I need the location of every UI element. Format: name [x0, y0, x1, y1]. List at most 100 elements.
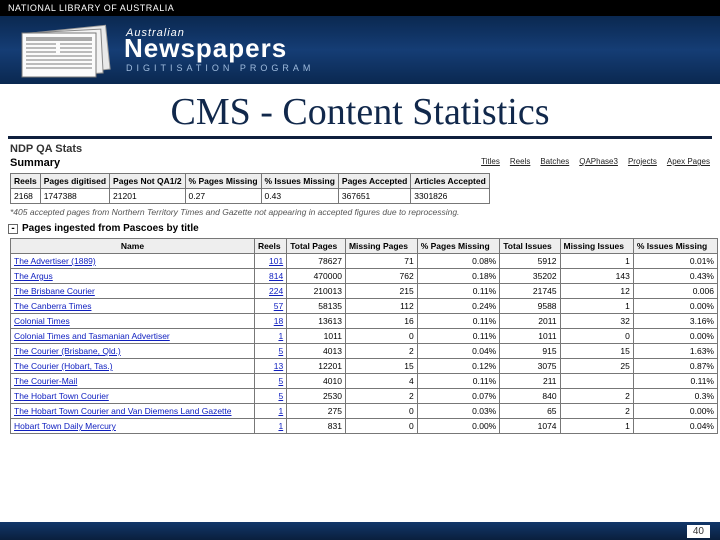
cell: 0.3% [633, 389, 717, 404]
cell: 3.16% [633, 314, 717, 329]
cell[interactable]: 5 [254, 374, 286, 389]
cell[interactable]: The Hobart Town Courier [11, 389, 255, 404]
cell[interactable]: The Brisbane Courier [11, 284, 255, 299]
table-row: The Courier (Hobart, Tas.)1312201150.12%… [11, 359, 718, 374]
banner-title: Newspapers [124, 35, 314, 61]
cell: 32 [560, 314, 633, 329]
cell[interactable]: 101 [254, 254, 286, 269]
cell: 4013 [287, 344, 346, 359]
titles-col: % Issues Missing [633, 239, 717, 254]
cell[interactable]: Colonial Times [11, 314, 255, 329]
cell: 1 [560, 299, 633, 314]
cell: 71 [345, 254, 417, 269]
cell: 3301826 [411, 189, 490, 204]
cell[interactable]: 5 [254, 344, 286, 359]
collapse-toggle-icon[interactable]: - [8, 224, 18, 234]
cell: 0.11% [633, 374, 717, 389]
slide-number: 40 [687, 525, 710, 538]
summary-heading: Summary [10, 157, 60, 169]
cell: 0 [345, 404, 417, 419]
table-row: The Hobart Town Courier and Van Diemens … [11, 404, 718, 419]
col-pages-digitised: Pages digitised [40, 174, 109, 189]
cell: 0.11% [417, 314, 500, 329]
cell: 0.00% [633, 404, 717, 419]
cell: 12201 [287, 359, 346, 374]
newspaper-stack-icon [6, 21, 116, 79]
cell: 0.006 [633, 284, 717, 299]
cell: 0.11% [417, 374, 500, 389]
cell[interactable]: The Advertiser (1889) [11, 254, 255, 269]
cell[interactable]: 814 [254, 269, 286, 284]
cell: 0.04% [417, 344, 500, 359]
cell: 762 [345, 269, 417, 284]
nav-apex-pages[interactable]: Apex Pages [667, 157, 710, 166]
table-row: The Advertiser (1889)10178627710.08%5912… [11, 254, 718, 269]
footer-bar [0, 522, 720, 540]
cell[interactable]: 5 [254, 389, 286, 404]
cell: 16 [345, 314, 417, 329]
table-row: The Canberra Times57581351120.24%958810.… [11, 299, 718, 314]
titles-col: Missing Issues [560, 239, 633, 254]
cell[interactable]: 1 [254, 419, 286, 434]
titles-col: Total Issues [500, 239, 560, 254]
table-row: Colonial Times1813613160.11%2011323.16% [11, 314, 718, 329]
nav-links: Titles Reels Batches QAPhase3 Projects A… [481, 157, 710, 166]
cell[interactable]: 1 [254, 329, 286, 344]
nav-titles[interactable]: Titles [481, 157, 500, 166]
col-articles-accepted: Articles Accepted [411, 174, 490, 189]
col-pct-issues-missing: % Issues Missing [261, 174, 338, 189]
cell: 0.87% [633, 359, 717, 374]
cell: 0 [345, 329, 417, 344]
cms-screenshot-region: NDP QA Stats Summary Titles Reels Batche… [0, 143, 720, 434]
cell: 0.01% [633, 254, 717, 269]
cell[interactable]: The Courier-Mail [11, 374, 255, 389]
banner-subtitle: DIGITISATION PROGRAM [124, 63, 314, 73]
summary-table: Reels Pages digitised Pages Not QA1/2 % … [10, 173, 490, 204]
nav-batches[interactable]: Batches [540, 157, 569, 166]
nav-projects[interactable]: Projects [628, 157, 657, 166]
slide-title: CMS - Content Statistics [8, 84, 712, 139]
cell: 1074 [500, 419, 560, 434]
col-pages-accepted: Pages Accepted [338, 174, 410, 189]
cell: 13613 [287, 314, 346, 329]
titles-col: Missing Pages [345, 239, 417, 254]
cell[interactable]: 57 [254, 299, 286, 314]
cell[interactable]: Colonial Times and Tasmanian Advertiser [11, 329, 255, 344]
cell[interactable]: The Argus [11, 269, 255, 284]
cell: 1747388 [40, 189, 109, 204]
cell: 831 [287, 419, 346, 434]
cell: 0.27 [185, 189, 261, 204]
cell: 15 [345, 359, 417, 374]
cell: 367651 [338, 189, 410, 204]
table-row: The Hobart Town Courier5253020.07%84020.… [11, 389, 718, 404]
cell[interactable]: 18 [254, 314, 286, 329]
cell: 15 [560, 344, 633, 359]
cell: 0.11% [417, 329, 500, 344]
cell: 4 [345, 374, 417, 389]
footnote: *405 accepted pages from Northern Territ… [10, 207, 710, 217]
cell[interactable]: The Courier (Hobart, Tas.) [11, 359, 255, 374]
section-title-ingested: Pages ingested from Pascoes by title [22, 223, 199, 234]
cell: 0.24% [417, 299, 500, 314]
nav-reels[interactable]: Reels [510, 157, 530, 166]
cell[interactable]: The Courier (Brisbane, Qld.) [11, 344, 255, 359]
cell: 275 [287, 404, 346, 419]
cell[interactable]: The Canberra Times [11, 299, 255, 314]
cell: 1011 [500, 329, 560, 344]
cell[interactable]: 13 [254, 359, 286, 374]
cell: 0.07% [417, 389, 500, 404]
cell: 35202 [500, 269, 560, 284]
cell: 25 [560, 359, 633, 374]
cell[interactable]: Hobart Town Daily Mercury [11, 419, 255, 434]
nav-qaphase3[interactable]: QAPhase3 [579, 157, 618, 166]
page-heading: NDP QA Stats [10, 143, 714, 155]
cell: 3075 [500, 359, 560, 374]
cell[interactable]: The Hobart Town Courier and Van Diemens … [11, 404, 255, 419]
cell[interactable]: 224 [254, 284, 286, 299]
cell[interactable]: 1 [254, 404, 286, 419]
cell: 210013 [287, 284, 346, 299]
titles-col: Total Pages [287, 239, 346, 254]
col-pct-pages-missing: % Pages Missing [185, 174, 261, 189]
cell: 2168 [11, 189, 41, 204]
cell: 0.08% [417, 254, 500, 269]
